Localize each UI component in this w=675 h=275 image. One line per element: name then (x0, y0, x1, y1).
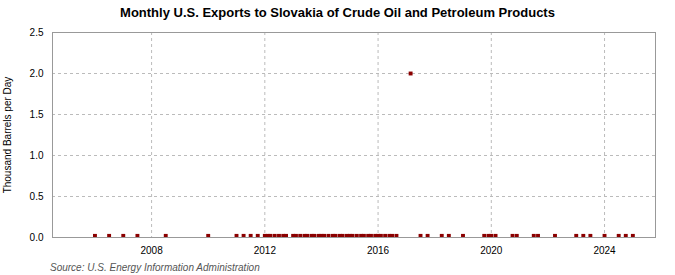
svg-text:1.0: 1.0 (30, 150, 44, 161)
html-text:Monthly U.S. Exports to Slovak: Monthly U.S. Exports to Slovakia of Crud… (120, 5, 555, 20)
svg-text:2024: 2024 (593, 245, 616, 256)
svg-text:0.0: 0.0 (30, 232, 44, 243)
svg-text:2016: 2016 (367, 245, 390, 256)
svg-text:0.5: 0.5 (30, 191, 44, 202)
svg-text:1.5: 1.5 (30, 109, 44, 120)
html-text:Source: U.S. Energy Informatio: Source: U.S. Energy Information Administ… (50, 262, 260, 273)
svg-text:2008: 2008 (140, 245, 163, 256)
svg-text:Thousand Barrels per Day: Thousand Barrels per Day (2, 77, 13, 194)
svg-text:2020: 2020 (480, 245, 503, 256)
svg-text:2012: 2012 (254, 245, 277, 256)
svg-text:2.0: 2.0 (30, 68, 44, 79)
svg-text:2.5: 2.5 (30, 27, 44, 38)
